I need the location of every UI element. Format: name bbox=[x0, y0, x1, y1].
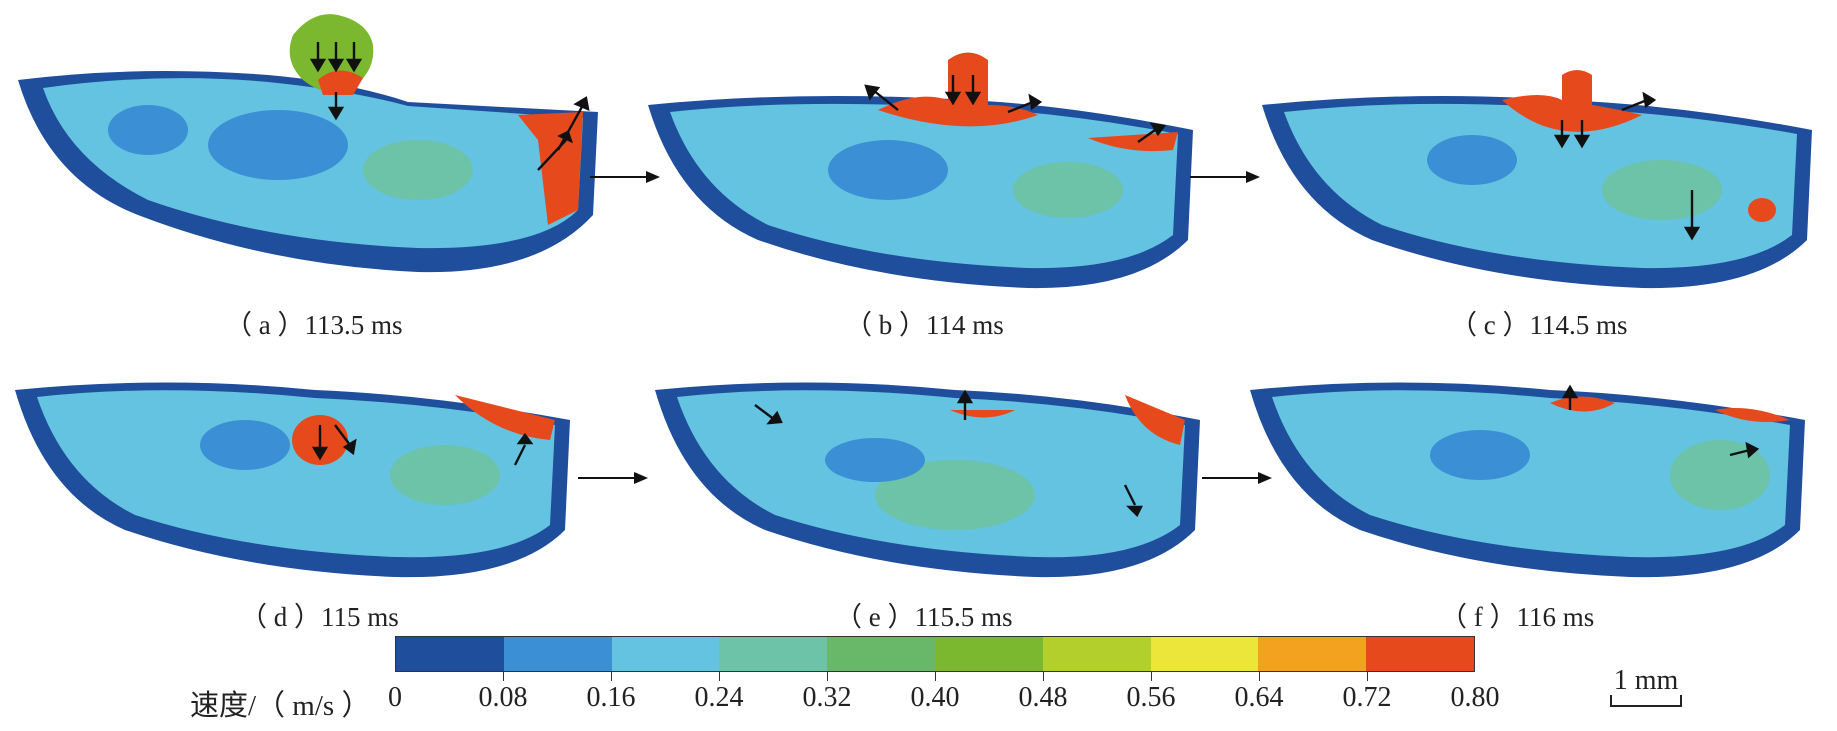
mid-velocity-zone bbox=[1670, 440, 1770, 510]
pool-interior bbox=[1272, 390, 1790, 558]
velocity-contour-b bbox=[648, 52, 1193, 289]
colorbar-segment bbox=[719, 637, 828, 671]
low-velocity-zone bbox=[1427, 135, 1517, 185]
scale-bar-cap bbox=[1610, 695, 1612, 707]
colorbar-segment bbox=[827, 637, 935, 671]
panel-f bbox=[1250, 365, 1815, 590]
panel-a bbox=[18, 10, 618, 295]
droplet-hot-zone bbox=[318, 70, 363, 95]
mid-velocity-zone bbox=[875, 460, 1035, 530]
surface-hot-zone bbox=[950, 410, 1015, 418]
panel-e bbox=[655, 365, 1210, 590]
colorbar-segment bbox=[503, 637, 612, 671]
colorbar-title: 速度/（ m/s ） bbox=[190, 690, 371, 722]
mid-velocity-zone bbox=[1013, 162, 1123, 218]
velocity-contour-d bbox=[15, 382, 570, 578]
colorbar-tick bbox=[1151, 672, 1152, 681]
flow-vectors bbox=[311, 424, 534, 466]
panel-b bbox=[648, 50, 1203, 300]
sequence-arrow bbox=[590, 171, 660, 183]
flow-vectors bbox=[1561, 384, 1760, 459]
surface-hot-zone bbox=[1088, 132, 1178, 152]
colorbar-tick bbox=[503, 672, 504, 681]
panel-d bbox=[15, 365, 575, 590]
flow-vectors bbox=[1553, 91, 1701, 241]
colorbar-tick bbox=[1043, 672, 1044, 681]
colorbar-segment bbox=[1042, 637, 1151, 671]
sequence-arrow bbox=[1202, 472, 1272, 484]
sequence-arrow bbox=[1190, 171, 1260, 183]
flow-vectors bbox=[864, 75, 1167, 143]
scale-bar: 1 mm bbox=[1608, 665, 1684, 709]
mid-velocity-zone bbox=[363, 140, 473, 200]
colorbar-tick bbox=[1367, 672, 1368, 681]
caption-a: （ a ）113.5 ms bbox=[225, 310, 403, 340]
surface-hot-zone bbox=[1502, 70, 1642, 132]
mid-velocity-zone bbox=[390, 445, 500, 505]
caption-c: （ c ）114.5 ms bbox=[1450, 310, 1628, 340]
colorbar-tick-label: 0.16 bbox=[586, 682, 636, 713]
colorbar-tick-label: 0.32 bbox=[802, 682, 852, 713]
scale-bar-cap bbox=[1680, 695, 1682, 707]
flow-vectors bbox=[309, 42, 590, 171]
pool-interior bbox=[1284, 103, 1797, 269]
caption-b: （ b ）114 ms bbox=[845, 310, 1004, 340]
low-velocity-zone bbox=[108, 105, 188, 155]
colorbar-tick bbox=[719, 672, 720, 681]
surface-hot-zone bbox=[1125, 395, 1185, 445]
sequence-arrow bbox=[578, 472, 648, 484]
low-velocity-zone bbox=[828, 140, 948, 200]
low-velocity-zone bbox=[208, 110, 348, 180]
surface-hot-zone bbox=[1715, 407, 1790, 423]
colorbar: 0 0.08 0.16 0.24 0.32 0.40 0.48 0.56 0.64 0.72 0.8… bbox=[388, 636, 1500, 713]
velocity-contour-a bbox=[18, 14, 598, 273]
colorbar-gradient bbox=[395, 636, 1475, 672]
colorbar-tick bbox=[935, 672, 936, 681]
scale-bar-label: 1 mm bbox=[1613, 665, 1679, 696]
colorbar-tick-label: 0.56 bbox=[1126, 682, 1176, 713]
low-velocity-zone bbox=[1430, 430, 1530, 480]
colorbar-tick-label: 0.08 bbox=[478, 682, 528, 713]
colorbar-segment bbox=[934, 637, 1043, 671]
pool-interior bbox=[37, 390, 555, 558]
mid-velocity-zone bbox=[1602, 160, 1722, 220]
colorbar-tick bbox=[611, 672, 612, 681]
colorbar-tick-label: 0.24 bbox=[694, 682, 744, 713]
colorbar-segment bbox=[611, 637, 720, 671]
hot-spot bbox=[1748, 198, 1776, 222]
low-velocity-zone bbox=[200, 420, 290, 470]
colorbar-tick bbox=[827, 672, 828, 681]
velocity-contour-f bbox=[1250, 382, 1805, 578]
colorbar-segment bbox=[396, 637, 504, 671]
velocity-contour-e bbox=[655, 382, 1200, 578]
colorbar-tick-label: 0.64 bbox=[1234, 682, 1284, 713]
caption-d: （ d ）115 ms bbox=[240, 602, 399, 632]
low-velocity-zone bbox=[825, 438, 925, 482]
flow-vectors bbox=[754, 389, 1143, 518]
surface-hot-zone bbox=[455, 395, 555, 440]
colorbar-tick-label: 0.80 bbox=[1450, 682, 1500, 713]
panel-c bbox=[1262, 70, 1817, 300]
scale-bar-line bbox=[1610, 705, 1682, 707]
surface-hot-zone bbox=[878, 52, 1038, 127]
colorbar-tick-label: 0.40 bbox=[910, 682, 960, 713]
colorbar-segment bbox=[1150, 637, 1259, 671]
colorbar-tick-label: 0.48 bbox=[1018, 682, 1068, 713]
colorbar-tick-label: 0.72 bbox=[1342, 682, 1392, 713]
surface-hot-zone bbox=[1550, 396, 1615, 412]
colorbar-tick bbox=[1259, 672, 1260, 681]
caption-f: （ f ）116 ms bbox=[1440, 602, 1595, 632]
caption-e: （ e ）115.5 ms bbox=[835, 602, 1013, 632]
colorbar-segment bbox=[1366, 637, 1474, 671]
colorbar-tick-label: 0 bbox=[388, 682, 402, 713]
colorbar-segment bbox=[1258, 637, 1367, 671]
colorbar-ticks bbox=[395, 672, 1475, 682]
velocity-contour-c bbox=[1262, 70, 1812, 289]
